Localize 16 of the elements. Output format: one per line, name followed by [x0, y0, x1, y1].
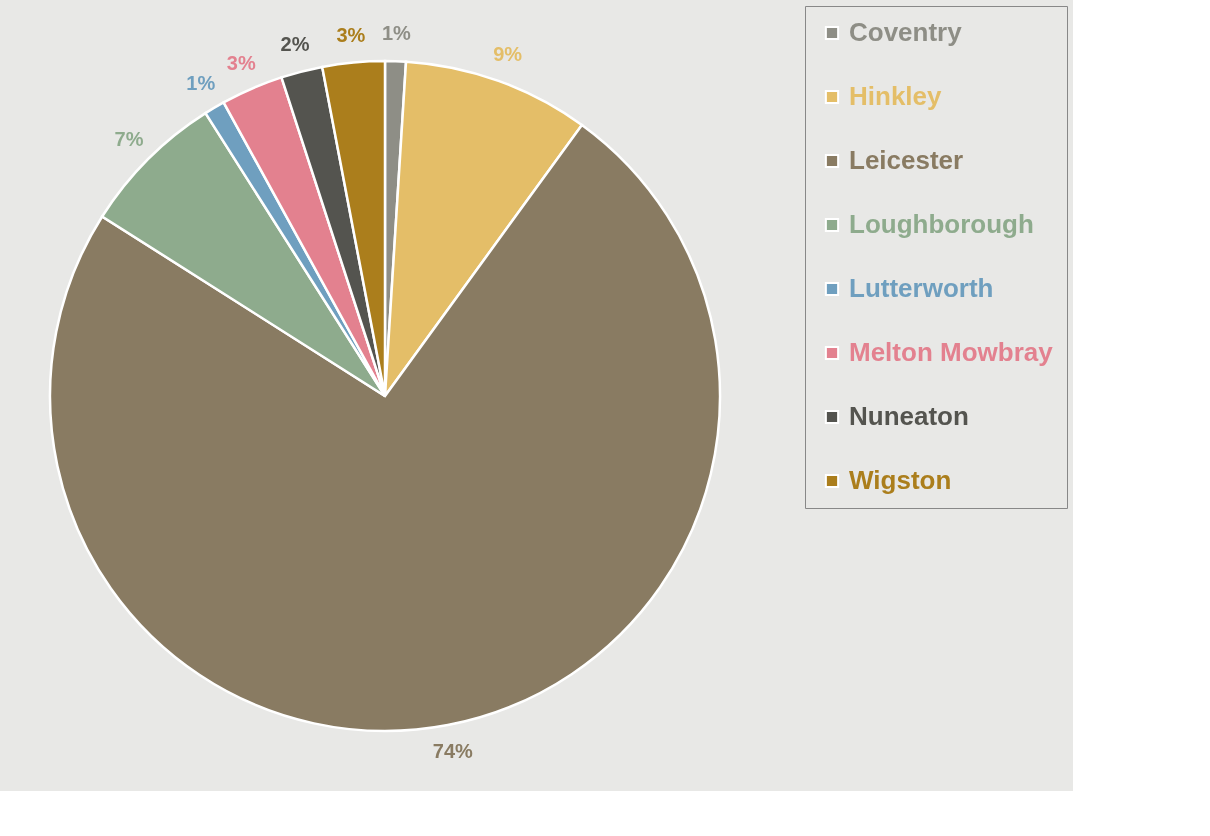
- data-label: 7%: [114, 128, 144, 151]
- data-label: 3%: [336, 23, 366, 46]
- data-label: 1%: [186, 72, 216, 95]
- data-label: 2%: [280, 33, 310, 56]
- legend-label: Leicester: [849, 145, 964, 175]
- data-label: 1%: [381, 22, 412, 45]
- legend-label: Lutterworth: [849, 273, 994, 303]
- legend-label: Coventry: [849, 17, 963, 47]
- legend-label: Loughborough: [849, 209, 1034, 239]
- legend-label: Wigston: [849, 465, 952, 495]
- legend-label: Hinkley: [849, 81, 943, 111]
- data-label: 3%: [226, 51, 256, 74]
- data-label: 9%: [493, 43, 523, 66]
- data-label: 74%: [432, 739, 474, 762]
- legend-label: Melton Mowbray: [849, 337, 1054, 367]
- legend-label: Nuneaton: [849, 401, 969, 431]
